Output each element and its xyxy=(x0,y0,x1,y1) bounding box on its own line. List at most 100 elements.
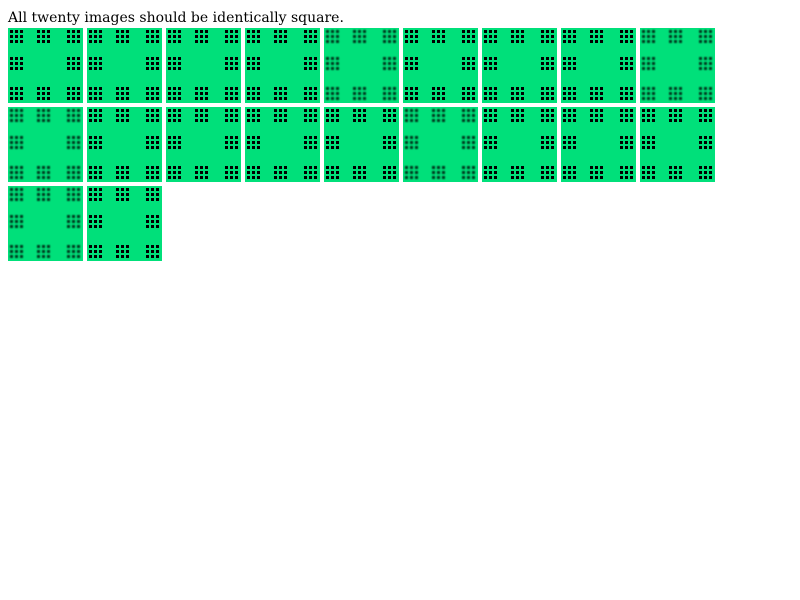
dot xyxy=(467,146,470,149)
dot-cluster xyxy=(146,136,159,149)
dot xyxy=(383,35,386,38)
dot xyxy=(235,40,238,43)
dot xyxy=(168,109,171,112)
dot xyxy=(405,171,408,174)
dot xyxy=(437,30,440,33)
dot xyxy=(363,40,366,43)
dot xyxy=(467,40,470,43)
dot xyxy=(630,57,633,60)
dot xyxy=(99,57,102,60)
dot xyxy=(67,109,70,112)
dot-cluster xyxy=(462,30,475,43)
dot xyxy=(546,97,549,100)
dot xyxy=(15,67,18,70)
dot-cluster xyxy=(116,30,129,43)
dot xyxy=(72,40,75,43)
dot xyxy=(173,57,176,60)
dot xyxy=(336,146,339,149)
dot xyxy=(393,40,396,43)
dot xyxy=(77,62,80,65)
dot xyxy=(99,245,102,248)
dot xyxy=(647,97,650,100)
dot xyxy=(388,62,391,65)
dot xyxy=(679,40,682,43)
dot xyxy=(15,119,18,122)
dot-cluster xyxy=(590,87,603,100)
dot-cluster xyxy=(462,166,475,179)
dot xyxy=(546,87,549,90)
dot xyxy=(284,40,287,43)
dot xyxy=(410,40,413,43)
dot xyxy=(462,97,465,100)
dot xyxy=(489,97,492,100)
dot xyxy=(10,171,13,174)
dot xyxy=(156,35,159,38)
dot xyxy=(573,92,576,95)
dot xyxy=(442,92,445,95)
dot xyxy=(178,87,181,90)
dot xyxy=(331,57,334,60)
square-image xyxy=(403,107,478,182)
dot xyxy=(42,176,45,179)
dot xyxy=(252,57,255,60)
dot xyxy=(168,92,171,95)
dot xyxy=(442,119,445,122)
dot xyxy=(511,114,514,117)
dot xyxy=(89,40,92,43)
dot xyxy=(77,198,80,201)
dot xyxy=(200,119,203,122)
dot xyxy=(274,92,277,95)
dot xyxy=(151,188,154,191)
dot xyxy=(511,40,514,43)
dot xyxy=(568,176,571,179)
dot xyxy=(437,97,440,100)
dot xyxy=(257,171,260,174)
dot xyxy=(642,97,645,100)
dot xyxy=(77,109,80,112)
dot-cluster xyxy=(146,166,159,179)
dot xyxy=(573,146,576,149)
dot xyxy=(257,35,260,38)
dot xyxy=(704,97,707,100)
dot xyxy=(652,176,655,179)
square-image xyxy=(482,28,557,103)
dot xyxy=(353,109,356,112)
dot xyxy=(573,57,576,60)
dot xyxy=(116,255,119,258)
dot xyxy=(309,109,312,112)
dot xyxy=(516,30,519,33)
dot xyxy=(42,40,45,43)
dot xyxy=(94,146,97,149)
dot xyxy=(146,35,149,38)
dot xyxy=(151,141,154,144)
dot xyxy=(47,119,50,122)
dot xyxy=(331,119,334,122)
dot xyxy=(674,119,677,122)
dot-cluster xyxy=(642,87,655,100)
dot xyxy=(89,245,92,248)
dot xyxy=(472,92,475,95)
dot xyxy=(235,114,238,117)
dot xyxy=(620,166,623,169)
dot xyxy=(146,176,149,179)
dot xyxy=(709,97,712,100)
dot xyxy=(72,245,75,248)
dot xyxy=(178,62,181,65)
dot xyxy=(10,166,13,169)
dot xyxy=(494,30,497,33)
dot xyxy=(521,176,524,179)
dot xyxy=(467,30,470,33)
dot xyxy=(521,92,524,95)
dot-cluster xyxy=(563,87,576,100)
dot-cluster xyxy=(274,109,287,122)
dot xyxy=(77,215,80,218)
dot xyxy=(709,141,712,144)
dot xyxy=(388,146,391,149)
dot xyxy=(568,97,571,100)
dot xyxy=(173,97,176,100)
dot xyxy=(121,176,124,179)
dot xyxy=(99,30,102,33)
dot xyxy=(647,30,650,33)
dot xyxy=(467,57,470,60)
dot xyxy=(568,146,571,149)
